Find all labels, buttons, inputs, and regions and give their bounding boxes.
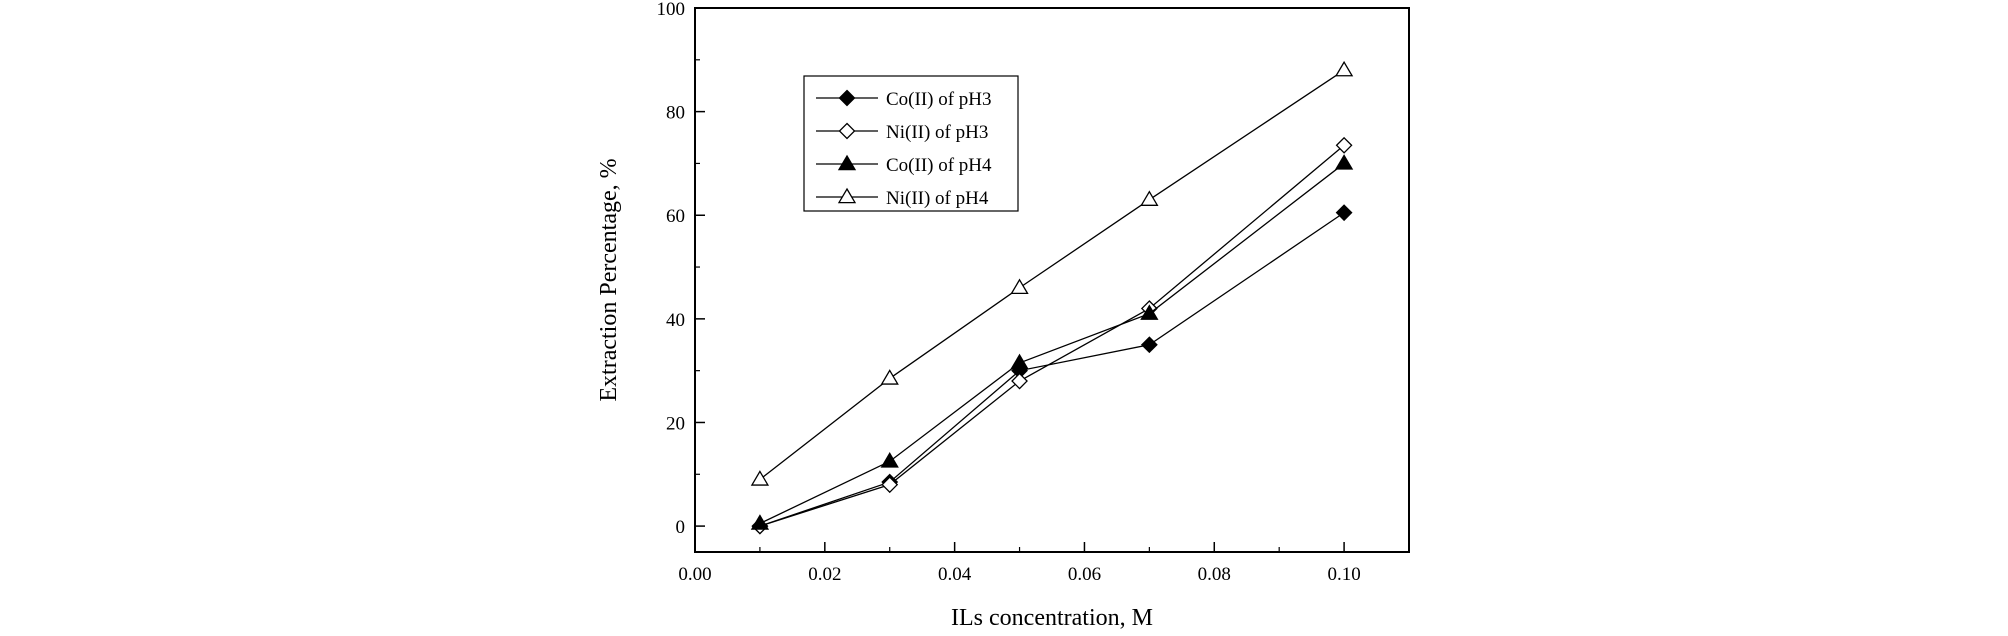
series-2	[750, 154, 1354, 530]
data-point-1-1	[881, 476, 899, 494]
y-axis-ticks	[695, 7, 705, 527]
data-point-0-4	[1335, 204, 1353, 222]
legend-entry-2: Co(II) of pH4	[816, 154, 992, 176]
x-axis-tick-labels: 0.00 0.02 0.04 0.06 0.08 0.10	[678, 564, 1360, 585]
legend-label-3: Ni(II) of pH4	[886, 188, 989, 209]
legend-marker-3	[837, 187, 857, 204]
legend-entry-3: Ni(II) of pH4	[816, 187, 989, 209]
series-layer	[750, 60, 1354, 535]
y-tick-label-1: 20	[666, 413, 685, 434]
data-point-3-0	[750, 470, 770, 486]
x-tick-label-1: 0.02	[808, 564, 841, 585]
legend-marker-0	[838, 89, 856, 107]
data-point-2-4	[1334, 154, 1354, 170]
x-axis-title: ILs concentration, M	[951, 605, 1153, 631]
legend-label-2: Co(II) of pH4	[886, 155, 992, 176]
y-tick-label-5: 100	[657, 0, 686, 20]
y-tick-label-3: 60	[666, 206, 685, 227]
y-axis-title: Extraction Percentage, %	[596, 158, 622, 401]
data-point-2-3	[1140, 304, 1159, 320]
x-tick-label-5: 0.10	[1327, 564, 1360, 585]
legend-label-0: Co(II) of pH3	[886, 89, 992, 110]
data-point-2-1	[880, 452, 899, 468]
y-tick-label-4: 80	[666, 103, 685, 124]
data-point-2-0	[750, 514, 770, 530]
x-tick-label-2: 0.04	[938, 564, 972, 585]
x-axis-ticks	[694, 542, 1345, 552]
legend: Co(II) of pH3 Ni(II) of pH3 Co(II) of pH4 N…	[803, 75, 1019, 212]
legend-entry-1: Ni(II) of pH3	[816, 122, 988, 143]
data-point-3-2	[1010, 278, 1029, 295]
legend-marker-1	[838, 122, 856, 140]
x-tick-label-4: 0.08	[1198, 564, 1231, 585]
series-line-0	[759, 212, 1345, 527]
y-tick-label-2: 40	[666, 310, 685, 331]
x-tick-label-3: 0.06	[1068, 564, 1101, 585]
data-point-1-4	[1335, 136, 1353, 154]
y-tick-label-0: 0	[676, 517, 686, 538]
data-point-3-1	[880, 369, 899, 385]
series-3	[750, 60, 1354, 486]
plot-frame	[694, 7, 1410, 553]
legend-marker-2	[837, 154, 857, 171]
legend-entry-0: Co(II) of pH3	[816, 89, 992, 110]
data-point-0-3	[1140, 336, 1158, 354]
y-axis-tick-labels: 0 20 40 60 80 100	[657, 0, 686, 538]
data-point-2-2	[1010, 353, 1029, 370]
series-line-2	[759, 162, 1345, 525]
data-point-1-2	[1011, 372, 1028, 390]
data-point-3-4	[1334, 60, 1354, 77]
legend-entries: Co(II) of pH3 Ni(II) of pH3 Co(II) of pH4 N…	[816, 89, 992, 209]
x-tick-label-0: 0.00	[678, 564, 711, 585]
legend-label-1: Ni(II) of pH3	[886, 122, 988, 143]
data-point-3-3	[1140, 190, 1159, 206]
